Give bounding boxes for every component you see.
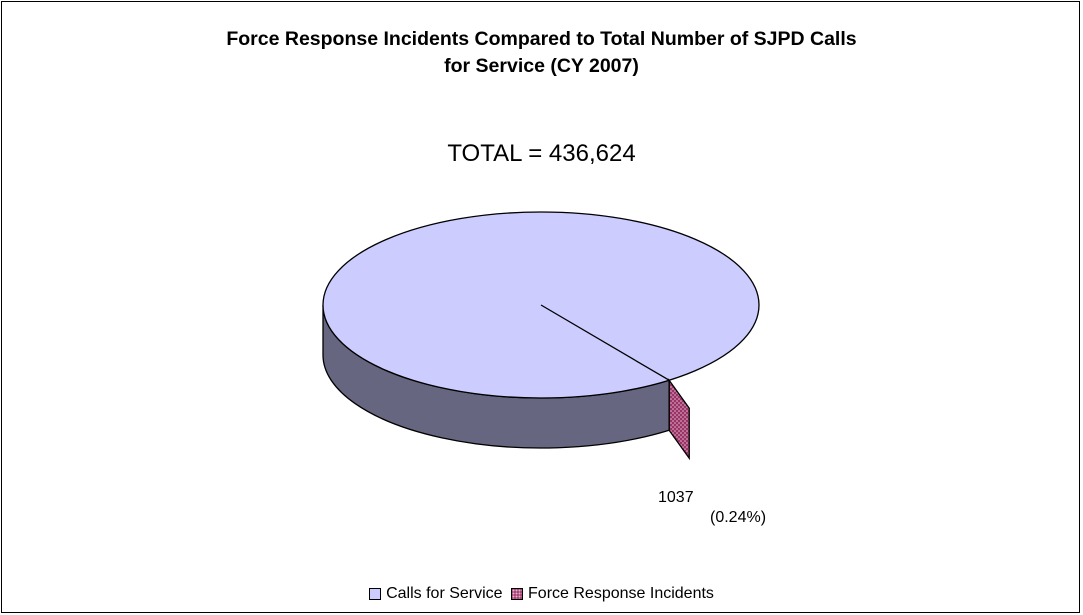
legend-item-calls-for-service: Calls for Service [369,585,503,603]
legend-label-force-response-incidents: Force Response Incidents [528,585,714,602]
legend-swatch-force-response-incidents [511,588,524,600]
chart-subtitle-total: TOTAL = 436,624 [447,140,636,167]
pie-slice-boundary-line [540,304,670,381]
legend-swatch-calls-for-service [369,588,382,600]
legend-label-calls-for-service: Calls for Service [386,585,503,602]
chart-title: Force Response Incidents Compared to Tot… [0,26,1083,80]
chart-legend: Calls for Service Force Response Inciden… [0,585,1083,605]
legend-item-force-response-incidents: Force Response Incidents [511,585,714,603]
pie-slice-force-response-incidents [668,378,690,461]
chart-title-line-2: for Service (CY 2007) [444,55,639,77]
data-label-force-response-value: 1037 [658,489,694,506]
data-label-force-response-percent: (0.24%) [710,509,766,526]
chart-title-line-1: Force Response Incidents Compared to Tot… [226,28,857,50]
